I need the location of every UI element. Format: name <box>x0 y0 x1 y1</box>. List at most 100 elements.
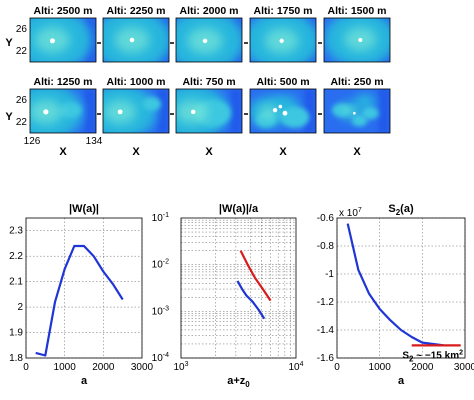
y-tick-label: -1.6 <box>317 353 335 364</box>
x-tick-label: 103 <box>173 361 188 373</box>
x-tick-label: 1000 <box>54 362 77 373</box>
heatmap-image <box>103 89 169 133</box>
y-tick-label: 2.2 <box>9 251 23 262</box>
chart-frame <box>25 217 143 359</box>
chart-title: |W(a)|/a <box>219 203 259 215</box>
x-tick-label: 3000 <box>454 362 474 373</box>
series-line-1 <box>35 244 124 357</box>
heatmap-source-point <box>129 37 135 43</box>
heatmap-secondary-plume <box>142 97 162 111</box>
heatmap-frame <box>102 88 170 134</box>
heatmap-source-point <box>43 109 49 115</box>
y-axis-multiplier-exponent: 7 <box>358 207 362 214</box>
heatmap-frame <box>323 88 391 134</box>
heatmap-x-label: X <box>279 146 287 158</box>
heatmap-source-point <box>353 111 356 115</box>
heatmap-image <box>30 18 96 62</box>
heatmap-source-point <box>49 38 55 44</box>
heatmap-source-point <box>117 109 123 115</box>
heatmap-secondary-plume <box>351 114 368 127</box>
heatmap-edge-shade <box>378 89 390 133</box>
series-line-1 <box>236 280 266 320</box>
heatmap-panel: Alti: 2250 m <box>97 5 170 63</box>
annotation: S2 ~ −15 km2 <box>402 349 463 363</box>
chart-grid <box>25 218 143 359</box>
chart-frame <box>180 217 297 359</box>
y-tick-exponent: -3 <box>163 305 169 312</box>
heatmap-panel: Alti: 250 m X <box>318 76 391 158</box>
heatmap-panel: Alti: 1500 m <box>318 5 391 63</box>
x-tick-label: 2000 <box>92 362 115 373</box>
chart-title: |W(a)| <box>69 203 99 215</box>
heatmap-secondary-plume <box>361 106 379 120</box>
x-tick-label: 104 <box>288 361 303 373</box>
heatmap-panel: Alti: 1250 m 26 22 126 134 X <box>16 76 103 158</box>
heatmap-image <box>176 18 242 62</box>
y-tick-label: 1.8 <box>9 353 23 364</box>
heatmap-x-label: X <box>205 146 213 158</box>
series-line-2 <box>239 250 272 302</box>
heatmap-y-tick: 22 <box>16 46 28 57</box>
y-tick-label: -1 <box>325 269 334 280</box>
annotation-subscript: 2 <box>409 354 414 363</box>
y-tick-label: 10-2 <box>152 259 169 271</box>
heatmap-altitude-title: Alti: 1750 m <box>254 5 313 17</box>
x-tick-exponent: 3 <box>185 361 189 368</box>
heatmap-y-tick: 22 <box>16 117 28 128</box>
heatmap-source-point <box>202 38 208 44</box>
heatmap-frame <box>102 17 170 63</box>
chart-3: 0 1000 2000 3000 -0.6 -0.8 -1 -1.2 -1.4 -1.6 S2(a)… <box>317 203 474 387</box>
chart-title-suffix: (a) <box>400 203 414 215</box>
y-tick-label: 10-1 <box>152 212 169 224</box>
y-tick-exponent: -2 <box>163 259 169 266</box>
x-axis-label: a <box>81 375 88 387</box>
heatmap-edge-shade <box>304 89 316 133</box>
heatmap-image <box>250 89 316 133</box>
y-tick-label: 2 <box>17 302 23 313</box>
heatmap-altitude-title: Alti: 2000 m <box>180 5 239 17</box>
heatmap-altitude-title: Alti: 2500 m <box>34 5 93 17</box>
x-tick-label: 1000 <box>369 362 392 373</box>
heatmap-x-label: X <box>132 146 140 158</box>
heatmap-source-point <box>278 104 283 109</box>
y-tick-label: -0.8 <box>317 241 335 252</box>
heatmap-altitude-title: Alti: 500 m <box>256 76 309 88</box>
heatmap-altitude-title: Alti: 1250 m <box>34 76 93 88</box>
chart-frame <box>336 217 466 359</box>
chart-grid <box>336 217 466 359</box>
chart-grid <box>180 218 296 359</box>
heatmap-altitude-title: Alti: 750 m <box>182 76 235 88</box>
x-axis-label-subscript: 0 <box>245 380 250 389</box>
heatmap-edge-shade <box>84 89 96 133</box>
heatmap-edge-shade <box>157 89 169 133</box>
y-tick-label: 1.9 <box>9 328 23 339</box>
chart-title-subscript: 2 <box>396 208 401 217</box>
y-tick-label: 2.3 <box>9 226 23 237</box>
heatmap-x-tick: 126 <box>24 136 41 147</box>
heatmap-source-point <box>279 38 284 44</box>
annotation-superscript: 2 <box>459 349 463 356</box>
heatmap-image <box>176 89 242 133</box>
heatmap-frame <box>29 88 97 134</box>
y-tick-label: 2.1 <box>9 277 23 288</box>
x-tick-label: 0 <box>334 362 340 373</box>
heatmap-image <box>103 18 169 62</box>
heatmap-secondary-plume <box>331 103 351 117</box>
x-axis-label: a+z0 <box>227 375 250 389</box>
heatmap-y-tick: 26 <box>16 24 28 35</box>
heatmap-image <box>30 89 96 133</box>
heatmap-frame <box>175 17 243 63</box>
heatmap-edge-shade <box>230 89 242 133</box>
heatmap-frame <box>323 17 391 63</box>
x-axis-label: a <box>398 375 405 387</box>
heatmap-frame <box>29 17 97 63</box>
series-line-1 <box>346 223 444 347</box>
heatmap-source-point <box>358 38 363 42</box>
line-charts: 0 1000 2000 3000 1.8 1.9 2 2.1 2.2 2.3 |W(a)| a 103 1… <box>9 203 474 389</box>
heatmap-source-point <box>272 107 278 113</box>
heatmap-panel: Alti: 2500 m 26 22 <box>16 5 97 63</box>
heatmap-source-point <box>190 109 196 115</box>
heatmap-frame <box>249 17 317 63</box>
y-tick-label: 10-3 <box>152 305 169 317</box>
